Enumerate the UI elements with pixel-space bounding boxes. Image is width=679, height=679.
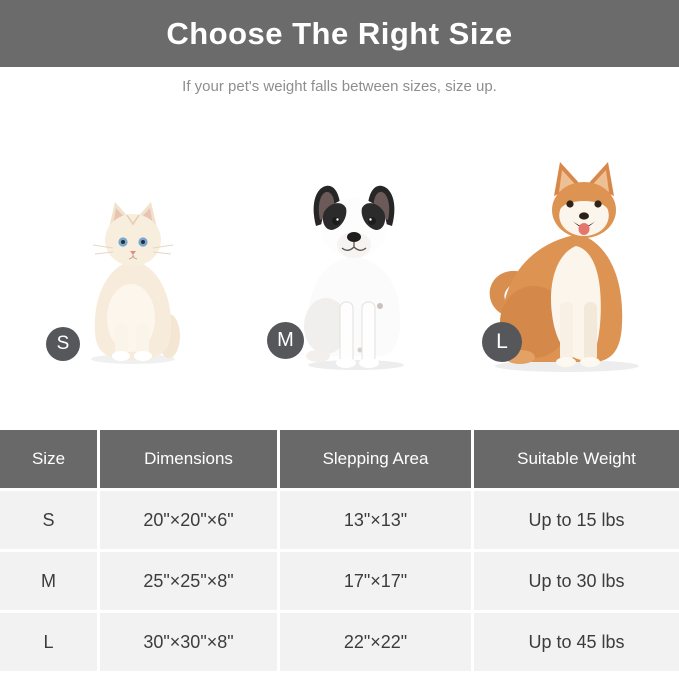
size-badge-l: L: [482, 322, 522, 362]
banner: Choose The Right Size: [0, 0, 679, 67]
cell-sleeping-area: 17"×17": [280, 552, 471, 610]
cell-size: M: [0, 552, 97, 610]
column-header-sleeping-area: Slepping Area: [280, 430, 471, 488]
french-bulldog-illustration: [296, 184, 412, 372]
cell-dimensions: 20"×20"×6": [100, 491, 277, 549]
table-row-s: S 20"×20"×6" 13"×13" Up to 15 lbs: [0, 491, 679, 549]
cell-dimensions: 30"×30"×8": [100, 613, 277, 671]
column-header-size: Size: [0, 430, 97, 488]
column-header-suitable-weight: Suitable Weight: [474, 430, 679, 488]
subtitle: If your pet's weight falls between sizes…: [182, 78, 497, 95]
cell-suitable-weight: Up to 30 lbs: [474, 552, 679, 610]
table-row-l: L 30"×30"×8" 22"×22" Up to 45 lbs: [0, 613, 679, 671]
size-badge-s: S: [46, 327, 80, 361]
page-title: Choose The Right Size: [166, 15, 513, 51]
column-header-dimensions: Dimensions: [100, 430, 277, 488]
cell-dimensions: 25"×25"×8": [100, 552, 277, 610]
cell-sleeping-area: 22"×22": [280, 613, 471, 671]
shiba-inu-illustration: [472, 154, 650, 374]
cell-suitable-weight: Up to 15 lbs: [474, 491, 679, 549]
cell-size: L: [0, 613, 97, 671]
size-badge-m: M: [267, 322, 304, 359]
cell-size: S: [0, 491, 97, 549]
table-header-row: Size Dimensions Slepping Area Suitable W…: [0, 430, 679, 488]
table-row-m: M 25"×25"×8" 17"×17" Up to 30 lbs: [0, 552, 679, 610]
kitten-illustration: [83, 198, 183, 366]
size-chart-table: Size Dimensions Slepping Area Suitable W…: [0, 430, 679, 674]
cell-sleeping-area: 13"×13": [280, 491, 471, 549]
cell-suitable-weight: Up to 45 lbs: [474, 613, 679, 671]
